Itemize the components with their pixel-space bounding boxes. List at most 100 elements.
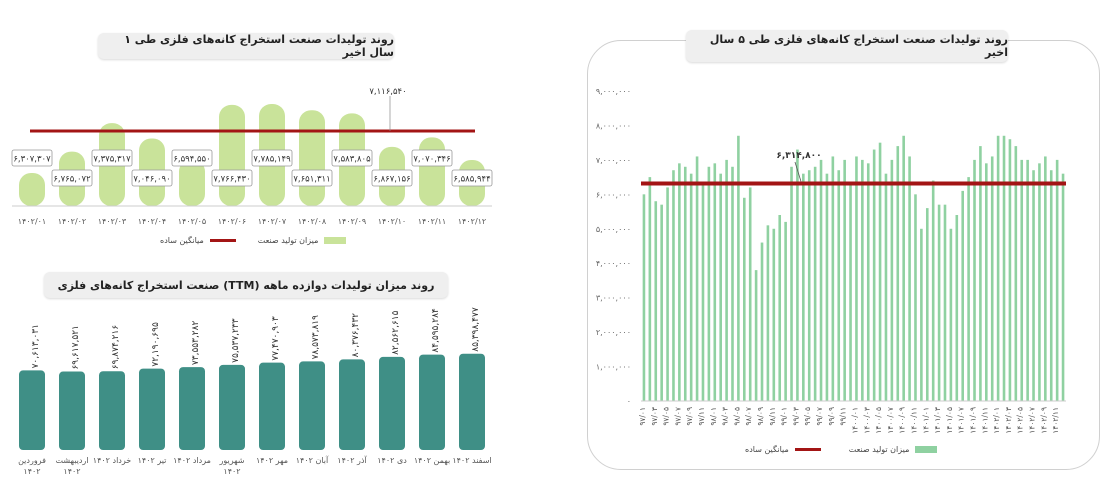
- tick-label: آبان ۱۴۰۲: [296, 455, 329, 465]
- tick-label: دی ۱۴۰۲: [377, 456, 407, 465]
- five-year-chart: ۰ ۱,۰۰۰,۰۰۰ ۲,۰۰۰,۰۰۰ ۳,۰۰۰,۰۰۰ ۴,۰۰۰,۰۰۰ ۵,۰…: [596, 87, 1066, 434]
- bar: [925, 208, 929, 401]
- y-tick-label: ۹,۰۰۰,۰۰۰: [596, 87, 631, 96]
- bar: [654, 201, 658, 401]
- bar: [1055, 159, 1059, 401]
- tick-label: مهر ۱۴۰۲: [256, 456, 288, 465]
- bar: [19, 172, 45, 206]
- bar: [825, 173, 829, 401]
- bar: [961, 190, 965, 401]
- x-tick-label: ۹۸/۰۷: [744, 407, 753, 426]
- bar: [931, 180, 935, 401]
- x-tick-label: ۱۴۰۲/۰۳: [1004, 407, 1013, 434]
- data-label-box: [211, 169, 253, 187]
- tick-label: اسفند ۱۴۰۲: [452, 456, 491, 465]
- data-label: ۷,۷۸۵,۱۴۹: [253, 155, 291, 165]
- bar: [979, 146, 982, 401]
- bar: [766, 225, 770, 401]
- bar: [139, 368, 165, 450]
- x-tick-label: ۱۴۰۱/۰۵: [945, 407, 954, 434]
- x-tick-label: ۱۴۰۲/۰۵: [1016, 407, 1025, 434]
- x-tick-label: ۱۴۰۰/۰۷: [886, 407, 895, 434]
- ttm-chart-title: روند میزان تولیدات دوازده ماهه (TTM) صنع…: [44, 272, 448, 298]
- bar: [339, 359, 365, 450]
- legend-label-average: میانگین ساده: [160, 236, 204, 245]
- bar: [666, 187, 669, 401]
- bar: [914, 194, 917, 401]
- x-tick-label: ۹۷/۰۱: [638, 407, 647, 426]
- x-tick-label: ۱۴۰۲/۰۷: [1028, 407, 1037, 434]
- x-tick-label: ۱۴۰۱/۰۱: [921, 407, 930, 434]
- average-label: ۶,۳۱۴,۸۰۰: [776, 151, 821, 161]
- x-tick-label: ۹۸/۱۱: [768, 407, 777, 426]
- bar: [1026, 159, 1029, 401]
- legend-swatch-average: [794, 448, 821, 451]
- bar: [878, 142, 882, 401]
- bar: [678, 163, 681, 401]
- data-label-box: [291, 169, 333, 187]
- bar: [778, 215, 782, 401]
- bar: [701, 184, 705, 401]
- data-label: ۷۵,۵۳۷,۲۳۳: [231, 318, 241, 363]
- x-tick-label: ۹۹/۱۱: [839, 407, 848, 426]
- bar: [819, 159, 823, 401]
- bar: [1044, 156, 1047, 401]
- legend-swatch-production: [915, 446, 938, 453]
- tick-label: مرداد ۱۴۰۲: [173, 456, 211, 465]
- x-tick-label: ۱۴۰۲/۱۱: [1051, 407, 1060, 434]
- average-label: ۷,۱۱۶,۵۴۰: [369, 87, 406, 97]
- bar: [1049, 170, 1053, 401]
- x-tick-label: ۱۴۰۲/۰۹: [1039, 407, 1048, 434]
- bar: [259, 362, 285, 450]
- tick-label: ۱۴۰۲/۱۰: [378, 217, 406, 226]
- bar: [937, 204, 941, 401]
- x-tick-label: ۱۴۰۰/۰۱: [850, 407, 859, 434]
- ttm-chart: ۷۰,۶۱۳,۰۳۱ فروردین ۱۴۰۲ ۶۹,۶۱۷,۵۲۱ اردیبهشت ۱…: [18, 307, 492, 476]
- bar: [695, 156, 699, 401]
- data-label: ۷۸,۵۷۳,۸۱۹: [311, 315, 321, 360]
- tick-label: ۱۴۰۲/۰۲: [58, 217, 86, 226]
- tick-label: ۱۴۰۲/۰۹: [338, 217, 366, 226]
- y-tick-label: ۲,۰۰۰,۰۰۰: [596, 328, 631, 337]
- bar: [866, 163, 870, 401]
- data-label: ۷,۶۵۱,۳۱۱: [293, 175, 330, 185]
- tick-label: ۱۴۰۲/۱۱: [418, 217, 446, 226]
- bar: [689, 173, 693, 401]
- data-label-box: [251, 149, 293, 167]
- x-tick-label: ۱۴۰۰/۰۹: [898, 407, 907, 434]
- bar: [642, 194, 646, 401]
- bar: [419, 137, 445, 206]
- bar: [459, 353, 485, 450]
- tick-label: خرداد ۱۴۰۲: [93, 456, 131, 465]
- bar: [1002, 135, 1006, 401]
- bar: [299, 110, 325, 206]
- bar: [179, 367, 205, 450]
- tick-label: بهمن ۱۴۰۲: [414, 456, 450, 465]
- bar: [990, 156, 994, 401]
- bar: [902, 135, 905, 401]
- bar: [219, 364, 245, 450]
- bar: [908, 156, 911, 401]
- bar: [949, 228, 953, 401]
- data-label-box: [331, 149, 373, 167]
- data-label-box: [451, 169, 493, 187]
- bar: [872, 149, 876, 401]
- y-tick-label: ۵,۰۰۰,۰۰۰: [596, 225, 631, 234]
- tick-label: فروردین ۱۴۰۲: [18, 456, 46, 476]
- bar: [648, 177, 652, 401]
- bar: [1014, 146, 1018, 401]
- bar: [379, 356, 405, 450]
- bar: [849, 184, 852, 401]
- bar: [1020, 159, 1024, 401]
- x-tick-label: ۱۴۰۱/۱۱: [980, 407, 989, 434]
- data-label: ۸۵,۳۹۸,۴۷۷: [471, 307, 481, 352]
- data-label: ۷۰,۶۱۳,۰۳۱: [31, 324, 41, 368]
- x-tick-label: ۱۴۰۱/۰۷: [957, 407, 966, 434]
- average-callout-leader: [794, 161, 802, 182]
- bar: [943, 204, 947, 401]
- bar: [748, 187, 752, 401]
- data-label: ۶۹,۶۱۷,۵۲۱: [71, 325, 81, 369]
- x-tick-label: ۹۹/۰۵: [803, 407, 812, 426]
- legend-label-average: میانگین ساده: [745, 445, 789, 454]
- data-label: ۸۲,۵۶۲,۶۱۵: [391, 310, 401, 355]
